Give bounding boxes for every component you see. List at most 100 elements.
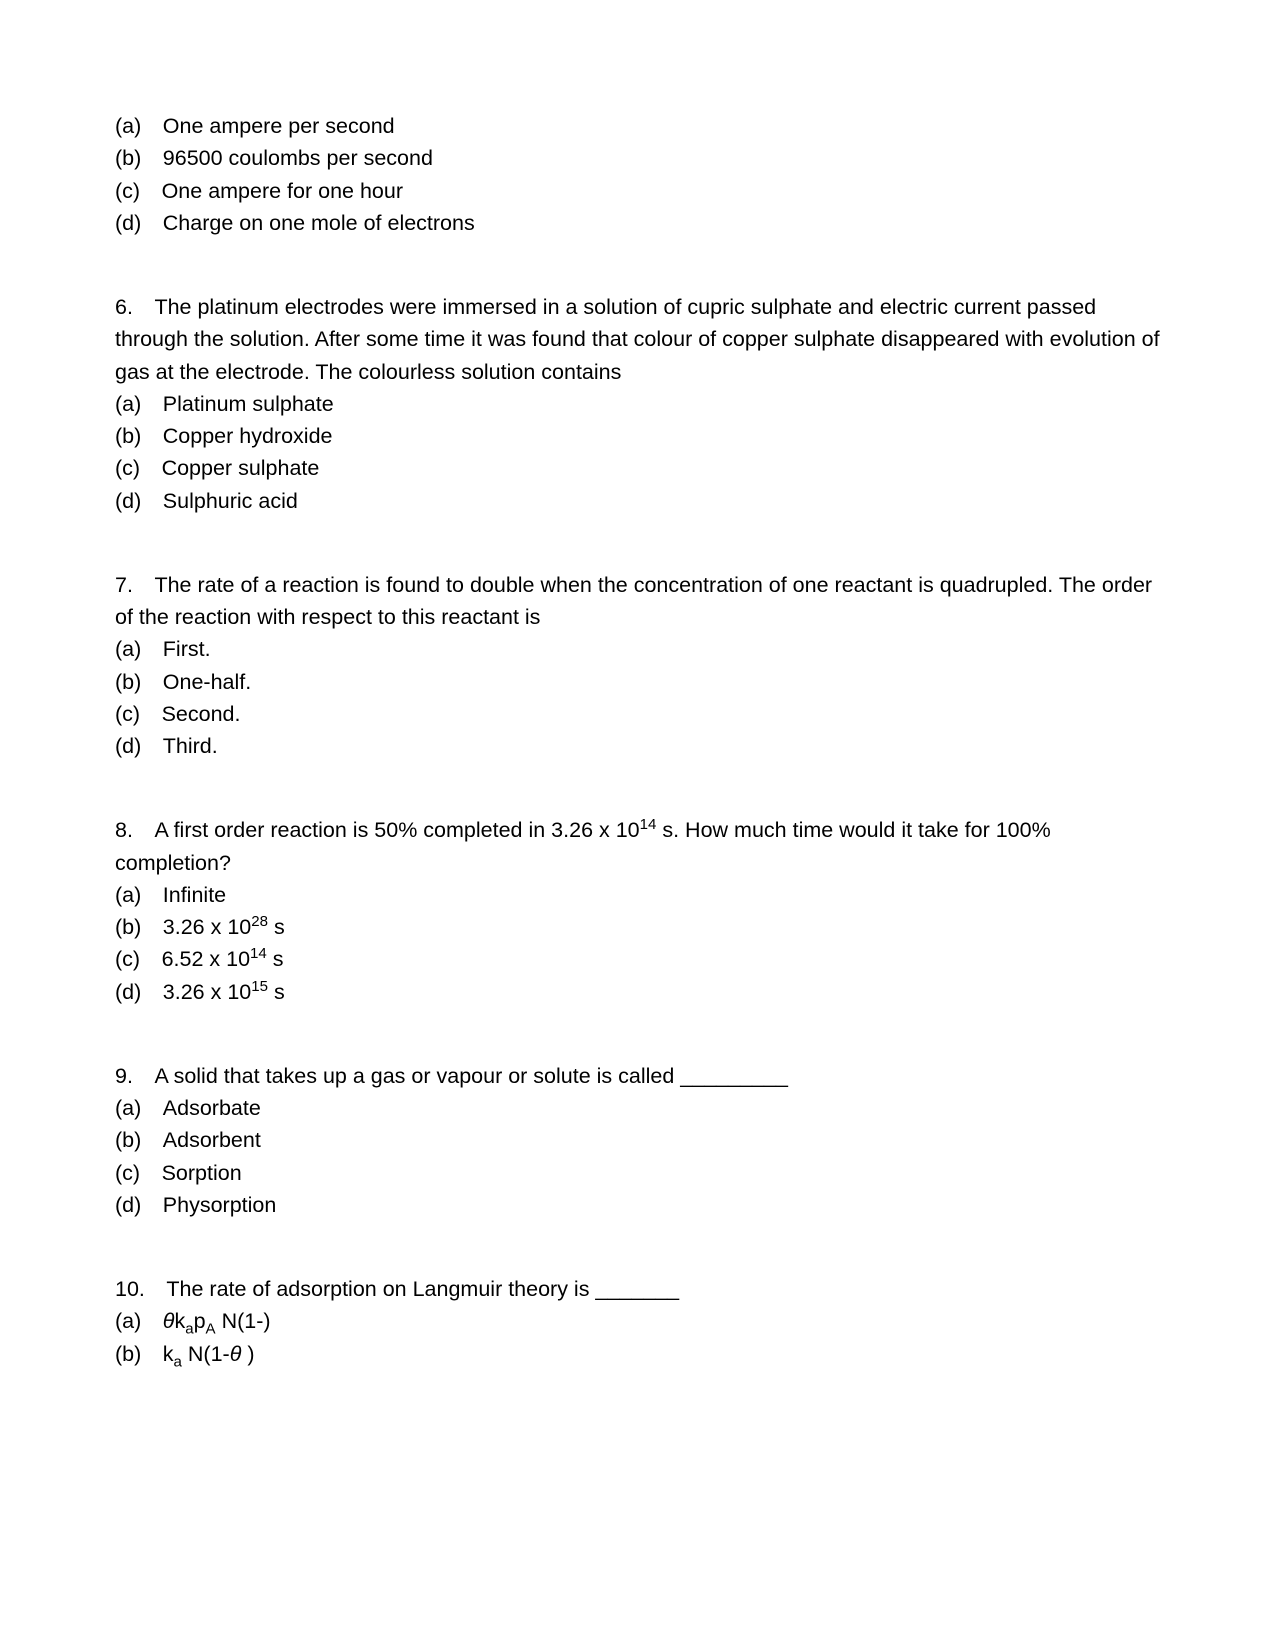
question-8: 8. A first order reaction is 50% complet… [115,814,1160,1008]
option-rest: N(1-) [216,1309,271,1333]
option-text: One-half. [163,670,251,694]
option-text-pre: 3.26 x 10 [163,915,251,939]
option-b: (b) 96500 coulombs per second [115,142,1160,174]
p-var: p [194,1309,206,1333]
option-text: Sulphuric acid [163,489,298,513]
option-b: (b) Copper hydroxide [115,420,1160,452]
option-c: (c) 6.52 x 1014 s [115,943,1160,975]
theta-symbol: θ [230,1342,242,1366]
gap [141,489,163,513]
option-letter: (a) [115,1096,141,1120]
question-text: The rate of adsorption on Langmuir theor… [166,1277,679,1301]
option-text: Copper hydroxide [163,424,333,448]
option-text-post: s [268,915,285,939]
option-a: (a) θkapA N(1-) [115,1305,1160,1337]
option-letter: (c) [115,702,140,726]
gap [133,573,155,597]
gap [141,1309,163,1333]
question-text-sup: 14 [640,816,657,833]
gap [140,179,162,203]
gap [140,1161,162,1185]
gap [141,1342,163,1366]
k-var: k [163,1342,174,1366]
gap [141,424,163,448]
gap [141,1096,163,1120]
option-letter: (b) [115,1128,141,1152]
gap [141,392,163,416]
option-b: (b) ka N(1-θ ) [115,1338,1160,1370]
option-c: (c) One ampere for one hour [115,175,1160,207]
option-text: Physorption [163,1193,277,1217]
question-stem: 8. A first order reaction is 50% complet… [115,814,1160,879]
option-letter: (c) [115,456,140,480]
question-7: 7. The rate of a reaction is found to do… [115,569,1160,763]
gap [133,818,155,842]
question-number: 10. [115,1277,145,1301]
question-number: 7. [115,573,133,597]
option-letter: (b) [115,146,141,170]
gap [141,637,163,661]
option-text: Adsorbent [163,1128,261,1152]
gap [141,670,163,694]
gap [145,1277,167,1301]
option-letter: (b) [115,1342,141,1366]
option-letter: (d) [115,1193,141,1217]
option-letter: (d) [115,734,141,758]
option-letter: (d) [115,211,141,235]
option-text-pre: 6.52 x 10 [162,947,250,971]
gap [141,980,163,1004]
option-letter: (a) [115,114,141,138]
question-stem: 6. The platinum electrodes were immersed… [115,291,1160,388]
option-letter: (a) [115,392,141,416]
question-text-pre: A first order reaction is 50% completed … [154,818,639,842]
option-text: Platinum sulphate [163,392,334,416]
question-number: 8. [115,818,133,842]
option-text-sup: 15 [251,977,268,994]
option-text-post: s [267,947,284,971]
option-text-post: s [268,980,285,1004]
option-text: Charge on one mole of electrons [163,211,475,235]
option-text: Third. [163,734,218,758]
option-text: Infinite [163,883,226,907]
question-stem: 10. The rate of adsorption on Langmuir t… [115,1273,1160,1305]
option-text: First. [163,637,211,661]
gap [140,947,162,971]
option-text-pre: 3.26 x 10 [163,980,251,1004]
gap [141,1193,163,1217]
option-text: Copper sulphate [162,456,320,480]
option-a: (a) Infinite [115,879,1160,911]
sub-big-a: A [206,1321,216,1338]
question-number: 6. [115,295,133,319]
option-a: (a) One ampere per second [115,110,1160,142]
gap [140,702,162,726]
gap [140,456,162,480]
option-c: (c) Copper sulphate [115,452,1160,484]
option-b: (b) One-half. [115,666,1160,698]
option-letter: (d) [115,489,141,513]
question-6: 6. The platinum electrodes were immersed… [115,291,1160,517]
option-rest-post: ) [241,1342,254,1366]
option-b: (b) 3.26 x 1028 s [115,911,1160,943]
sub-a: a [174,1353,182,1370]
option-d: (d) Sulphuric acid [115,485,1160,517]
option-letter: (c) [115,1161,140,1185]
gap [141,734,163,758]
option-letter: (c) [115,947,140,971]
question-stem: 9. A solid that takes up a gas or vapour… [115,1060,1160,1092]
question-number: 9. [115,1064,133,1088]
gap [141,114,163,138]
option-letter: (d) [115,980,141,1004]
option-text-sup: 14 [250,945,267,962]
option-text: Adsorbate [163,1096,261,1120]
question-text: The platinum electrodes were immersed in… [115,295,1160,384]
theta-symbol: θ [163,1309,175,1333]
gap [133,1064,155,1088]
option-rest-pre: N(1- [182,1342,230,1366]
option-text: One ampere for one hour [162,179,403,203]
option-a: (a) Platinum sulphate [115,388,1160,420]
question-stem: 7. The rate of a reaction is found to do… [115,569,1160,634]
sub-a: a [185,1321,193,1338]
option-b: (b) Adsorbent [115,1124,1160,1156]
question-10: 10. The rate of adsorption on Langmuir t… [115,1273,1160,1370]
option-letter: (b) [115,424,141,448]
